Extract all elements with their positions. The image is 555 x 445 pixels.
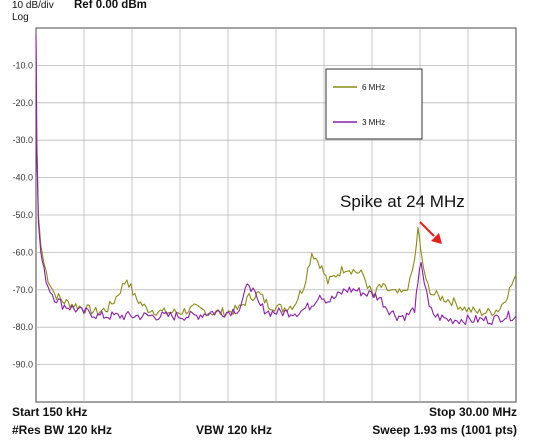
y-tick-label: -10.0 (12, 60, 33, 70)
sweep-time: Sweep 1.93 ms (1001 pts) (372, 423, 517, 437)
series-line-1 (35, 35, 517, 318)
legend-label: 6 MHz (362, 83, 385, 92)
y-tick-label: -50.0 (12, 210, 33, 220)
reference-level: Ref 0.00 dBm (74, 0, 147, 11)
series-line-2 (35, 35, 517, 326)
scale-per-division: 10 dB/div (12, 0, 54, 11)
legend: 6 MHz 3 MHz (325, 68, 423, 140)
start-frequency: Start 150 kHz (12, 405, 88, 419)
legend-label: 3 MHz (362, 118, 385, 127)
legend-box (325, 68, 423, 140)
annotation-arrow-head (431, 233, 442, 244)
y-tick-label: -70.0 (12, 285, 33, 295)
y-axis-ticks: -10.0 -20.0 -30.0 -40.0 -50.0 -60.0 -70.0 -80.0… (12, 60, 33, 369)
annotation-text: Spike at 24 MHz (340, 192, 465, 211)
stop-frequency: Stop 30.00 MHz (428, 405, 517, 419)
video-bandwidth: VBW 120 kHz (196, 423, 273, 437)
y-tick-label: -80.0 (12, 322, 33, 332)
y-tick-label: -60.0 (12, 247, 33, 257)
annotation-arrow-shaft (419, 221, 435, 237)
y-tick-label: -20.0 (12, 98, 33, 108)
y-tick-label: -90.0 (12, 360, 33, 370)
y-tick-label: -30.0 (12, 135, 33, 145)
annotation: Spike at 24 MHz (340, 192, 465, 244)
resolution-bandwidth: #Res BW 120 kHz (12, 423, 113, 437)
traces (35, 35, 517, 326)
log-scale-label: Log (12, 12, 29, 23)
y-tick-label: -40.0 (12, 173, 33, 183)
